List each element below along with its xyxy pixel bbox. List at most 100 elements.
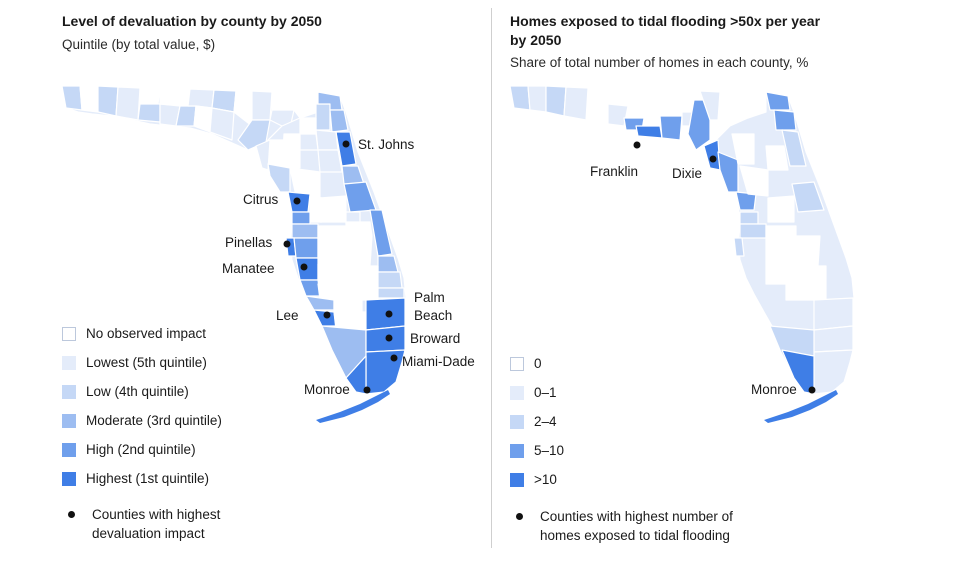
- legend-swatch: [510, 443, 524, 458]
- county-escambia: [61, 85, 83, 111]
- left-subtitle: Quintile (by total value, $): [62, 37, 216, 52]
- marker-pinellas: [283, 240, 291, 248]
- legend-item-zero: 0: [510, 349, 564, 378]
- legend-item-no-impact: No observed impact: [62, 319, 222, 348]
- legend-label: No observed impact: [86, 326, 207, 341]
- legend-label: Lowest (5th quintile): [86, 355, 207, 370]
- legend-label: >10: [534, 472, 557, 487]
- legend-swatch: [510, 472, 524, 487]
- county-franklin-r: [635, 125, 663, 139]
- right-subtitle: Share of total number of homes in each c…: [510, 55, 809, 70]
- right-dot-note-line1: Counties with highest number of: [540, 509, 733, 524]
- county-pasco-r: [739, 223, 767, 239]
- florida-keys-right: [764, 390, 838, 423]
- legend-item-2-4: 2–4: [510, 407, 564, 436]
- county-holmes: [139, 87, 161, 105]
- county-indian-river: [377, 255, 399, 273]
- legend-item-high: High (2nd quintile): [62, 435, 222, 464]
- tidal-flooding-map: Franklin Dixie Monroe: [509, 85, 855, 423]
- county-volusia-r: [791, 181, 825, 213]
- county-duval-r: [773, 109, 797, 131]
- county-st-johns-r: [781, 129, 807, 167]
- county-glades: [333, 299, 363, 313]
- legend-label: Low (4th quintile): [86, 384, 189, 399]
- label-palm-beach-2: Beach: [414, 308, 452, 323]
- county-madison-r: [699, 90, 721, 121]
- label-citrus: Citrus: [243, 192, 279, 207]
- county-dixie: [255, 139, 271, 171]
- legend-item-moderate: Moderate (3rd quintile): [62, 406, 222, 435]
- right-title-line2: by 2050: [510, 32, 562, 48]
- florida-keys: [316, 390, 390, 423]
- legend-swatch: [510, 385, 524, 400]
- county-okeechobee-r: [807, 265, 827, 301]
- county-osceola-r: [795, 235, 821, 267]
- label-st-johns: St. Johns: [358, 137, 415, 152]
- county-putnam-r: [765, 145, 789, 171]
- county-monroe-r: [781, 349, 815, 395]
- county-levy: [267, 163, 291, 193]
- county-miami-dade-r: [813, 349, 854, 395]
- county-clay: [315, 129, 339, 151]
- legend-item-low: Low (4th quintile): [62, 377, 222, 406]
- county-nassau-r: [765, 91, 791, 111]
- county-martin: [377, 287, 405, 299]
- county-pinellas-r: [733, 237, 745, 257]
- county-marion-r: [739, 165, 769, 197]
- county-palm-beach-r: [813, 297, 854, 331]
- county-brevard: [369, 209, 393, 257]
- county-broward-r: [813, 325, 854, 353]
- marker-monroe-right: [808, 386, 816, 394]
- county-st-lucie: [377, 271, 403, 289]
- legend-label: High (2nd quintile): [86, 442, 196, 457]
- county-bay-r: [607, 103, 629, 127]
- county-manatee: [295, 257, 319, 281]
- tidal-flooding-panel: Homes exposed to tidal flooding >50x per…: [492, 0, 960, 567]
- marker-broward: [385, 334, 393, 342]
- county-escambia-r: [509, 85, 531, 111]
- marker-st-johns: [342, 140, 350, 148]
- county-gilchrist: [267, 139, 285, 169]
- legend-item-lowest: Lowest (5th quintile): [62, 348, 222, 377]
- marker-miami-dade: [390, 354, 398, 362]
- label-monroe-right: Monroe: [751, 382, 797, 397]
- left-legend: No observed impact Lowest (5th quintile)…: [62, 319, 222, 493]
- county-sumter: [309, 195, 323, 223]
- county-orange: [345, 221, 373, 237]
- county-levy-r: [717, 151, 739, 193]
- legend-item-over-10: >10: [510, 465, 564, 494]
- county-hernando: [291, 211, 311, 225]
- county-madison: [251, 90, 273, 121]
- legend-label: 2–4: [534, 414, 557, 429]
- label-monroe-left: Monroe: [304, 382, 350, 397]
- left-dot-note-line2: devaluation impact: [92, 526, 205, 541]
- legend-swatch: [510, 356, 524, 371]
- county-santa-rosa: [79, 85, 99, 113]
- county-alachua-r: [731, 133, 755, 165]
- label-palm-beach-1: Palm: [414, 290, 445, 305]
- label-manatee: Manatee: [222, 261, 275, 276]
- devaluation-panel: Level of devaluation by county by 2050 Q…: [61, 13, 475, 543]
- county-hardee: [317, 263, 339, 285]
- right-legend: 0 0–1 2–4 5–10 >10: [510, 349, 564, 494]
- marker-franklin: [633, 141, 641, 149]
- legend-item-0-1: 0–1: [510, 378, 564, 407]
- left-dot-note: Counties with highest devaluation impact: [68, 505, 220, 543]
- county-okaloosa-r: [545, 85, 567, 117]
- county-osceola: [347, 235, 373, 267]
- county-hamilton: [271, 91, 297, 111]
- legend-swatch: [62, 413, 76, 428]
- left-title: Level of devaluation by county by 2050: [62, 13, 322, 29]
- county-wakulla-r: [659, 115, 683, 141]
- county-lake: [319, 195, 347, 223]
- county-sarasota: [299, 279, 321, 297]
- label-broward: Broward: [410, 331, 460, 346]
- county-okeechobee: [359, 265, 379, 301]
- county-putnam: [317, 149, 343, 173]
- marker-dixie: [709, 155, 717, 163]
- county-hillsborough: [293, 237, 319, 259]
- county-highlands: [337, 263, 361, 301]
- marker-manatee: [300, 263, 308, 271]
- right-dot-note-line2: homes exposed to tidal flooding: [540, 528, 730, 543]
- left-county-markers: [283, 140, 398, 394]
